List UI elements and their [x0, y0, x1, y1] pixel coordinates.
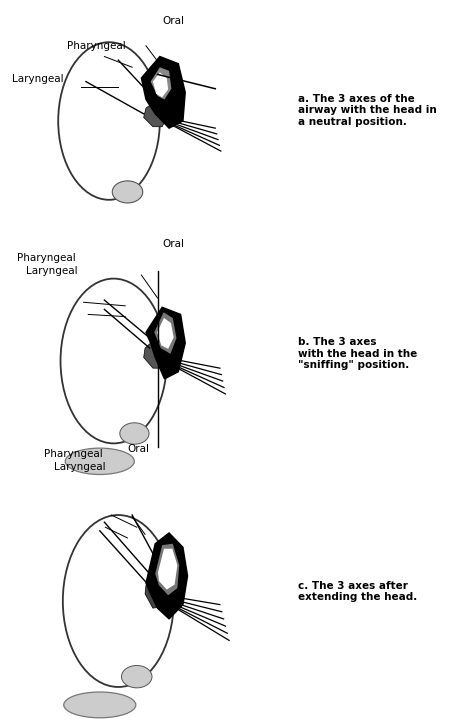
Polygon shape — [151, 67, 172, 100]
Polygon shape — [145, 578, 167, 608]
Polygon shape — [158, 549, 177, 590]
Text: b. The 3 axes
with the head in the
"sniffing" position.: b. The 3 axes with the head in the "snif… — [299, 337, 418, 370]
Polygon shape — [141, 56, 185, 129]
Polygon shape — [144, 103, 167, 127]
Text: Laryngeal: Laryngeal — [54, 462, 105, 472]
Ellipse shape — [65, 448, 134, 474]
Text: Laryngeal: Laryngeal — [12, 74, 64, 84]
Text: Oral: Oral — [163, 16, 185, 26]
Polygon shape — [157, 318, 173, 349]
Text: Oral: Oral — [163, 238, 185, 248]
Polygon shape — [146, 308, 185, 379]
Ellipse shape — [64, 692, 136, 718]
Text: Oral: Oral — [128, 444, 149, 454]
Text: Pharyngeal: Pharyngeal — [45, 449, 103, 459]
Polygon shape — [155, 313, 176, 354]
Text: Laryngeal: Laryngeal — [26, 266, 78, 277]
Polygon shape — [153, 72, 168, 97]
Text: Pharyngeal: Pharyngeal — [17, 253, 75, 263]
Polygon shape — [155, 544, 179, 595]
Ellipse shape — [120, 423, 149, 444]
Polygon shape — [144, 341, 167, 368]
Text: a. The 3 axes of the
airway with the head in
a neutral position.: a. The 3 axes of the airway with the hea… — [299, 94, 437, 127]
Ellipse shape — [121, 666, 152, 688]
Text: c. The 3 axes after
extending the head.: c. The 3 axes after extending the head. — [299, 581, 418, 602]
Text: Pharyngeal: Pharyngeal — [67, 40, 126, 51]
Ellipse shape — [112, 181, 143, 203]
Polygon shape — [146, 533, 188, 619]
